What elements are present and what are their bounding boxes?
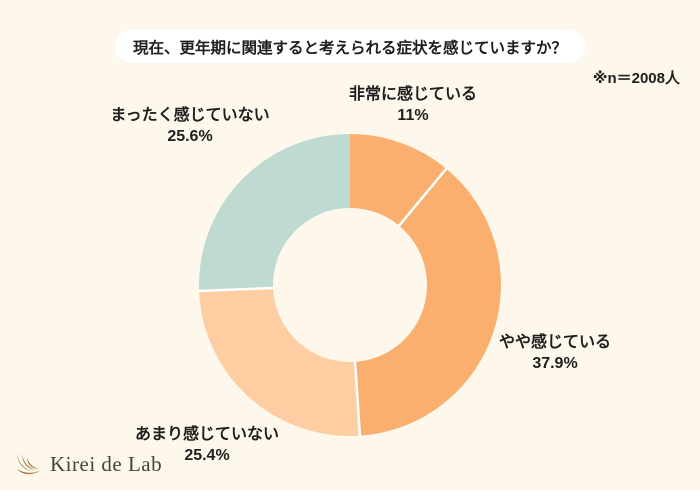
segment-divider [397,167,448,227]
segment-divider [198,286,274,293]
chart-title-box: 現在、更年期に関連すると考えられる症状を感じていますか？ [115,30,585,63]
brand-logo: Kirei de Lab [14,449,162,479]
label-barely-feel-name: あまり感じていない [134,426,279,443]
label-somewhat-feel-pct: 37.9% [532,355,578,372]
segment-divider [353,361,362,437]
chart-title: 現在、更年期に関連すると考えられる症状を感じていますか？ [132,39,567,57]
label-strongly-feel-name: 非常に感じている [348,86,477,103]
donut-segment-2 [199,288,360,436]
label-barely-feel: あまり感じていない 25.4% [97,424,317,466]
donut-segment-3 [199,134,350,291]
label-somewhat-feel: やや感じている 37.9% [470,332,640,374]
label-not-feel: まったく感じていない 25.6% [80,105,300,147]
label-somewhat-feel-name: やや感じている [498,334,611,351]
label-not-feel-name: まったく感じていない [110,107,270,124]
brand-logo-text: Kirei de Lab [50,451,163,476]
donut-chart [195,130,505,440]
label-not-feel-pct: 25.6% [167,128,213,145]
sample-size-note: ※n＝2008人 [592,70,680,87]
label-strongly-feel-pct: 11% [397,107,429,124]
donut-chart-svg [198,134,501,437]
donut-segment-1 [355,168,501,436]
lash-swoosh-icon [17,454,40,475]
label-barely-feel-pct: 25.4% [184,447,230,464]
donut-segment-0 [350,134,447,226]
label-strongly-feel: 非常に感じている 11% [303,84,523,126]
